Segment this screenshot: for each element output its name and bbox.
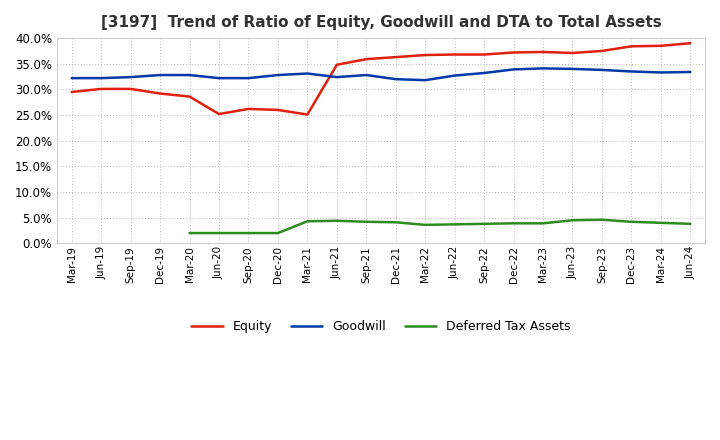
Goodwill: [539, 66, 547, 71]
Deferred Tax Assets: [509, 221, 518, 226]
Goodwill: [480, 70, 488, 76]
Equity: [686, 40, 695, 46]
Goodwill: [303, 71, 312, 76]
Equity: [392, 55, 400, 60]
Equity: [539, 49, 547, 55]
Deferred Tax Assets: [215, 231, 223, 236]
Goodwill: [598, 67, 606, 73]
Equity: [333, 62, 341, 67]
Equity: [274, 107, 282, 113]
Deferred Tax Assets: [421, 222, 430, 227]
Deferred Tax Assets: [450, 222, 459, 227]
Equity: [568, 50, 577, 55]
Line: Equity: Equity: [72, 43, 690, 114]
Equity: [185, 94, 194, 99]
Deferred Tax Assets: [274, 231, 282, 236]
Line: Goodwill: Goodwill: [72, 68, 690, 80]
Deferred Tax Assets: [303, 219, 312, 224]
Goodwill: [126, 74, 135, 80]
Goodwill: [657, 70, 665, 75]
Equity: [215, 111, 223, 117]
Goodwill: [333, 74, 341, 80]
Equity: [68, 89, 76, 95]
Deferred Tax Assets: [539, 221, 547, 226]
Goodwill: [509, 67, 518, 72]
Deferred Tax Assets: [480, 221, 488, 227]
Deferred Tax Assets: [686, 221, 695, 227]
Goodwill: [156, 73, 164, 78]
Line: Deferred Tax Assets: Deferred Tax Assets: [189, 220, 690, 233]
Goodwill: [274, 73, 282, 78]
Deferred Tax Assets: [627, 219, 636, 224]
Goodwill: [185, 73, 194, 78]
Deferred Tax Assets: [244, 231, 253, 236]
Equity: [627, 44, 636, 49]
Title: [3197]  Trend of Ratio of Equity, Goodwill and DTA to Total Assets: [3197] Trend of Ratio of Equity, Goodwil…: [101, 15, 662, 30]
Goodwill: [68, 76, 76, 81]
Deferred Tax Assets: [392, 220, 400, 225]
Equity: [244, 106, 253, 112]
Equity: [450, 52, 459, 57]
Deferred Tax Assets: [185, 231, 194, 236]
Equity: [421, 52, 430, 58]
Equity: [156, 91, 164, 96]
Deferred Tax Assets: [333, 218, 341, 224]
Equity: [657, 43, 665, 48]
Goodwill: [450, 73, 459, 78]
Goodwill: [362, 73, 371, 78]
Equity: [598, 48, 606, 54]
Deferred Tax Assets: [568, 218, 577, 223]
Goodwill: [392, 77, 400, 82]
Goodwill: [686, 70, 695, 75]
Goodwill: [244, 76, 253, 81]
Goodwill: [421, 77, 430, 83]
Equity: [303, 112, 312, 117]
Goodwill: [568, 66, 577, 72]
Deferred Tax Assets: [362, 219, 371, 224]
Goodwill: [97, 76, 106, 81]
Goodwill: [215, 76, 223, 81]
Equity: [480, 52, 488, 57]
Deferred Tax Assets: [657, 220, 665, 225]
Equity: [509, 50, 518, 55]
Equity: [362, 56, 371, 62]
Deferred Tax Assets: [598, 217, 606, 222]
Goodwill: [627, 69, 636, 74]
Equity: [126, 86, 135, 92]
Equity: [97, 86, 106, 92]
Legend: Equity, Goodwill, Deferred Tax Assets: Equity, Goodwill, Deferred Tax Assets: [186, 315, 575, 338]
